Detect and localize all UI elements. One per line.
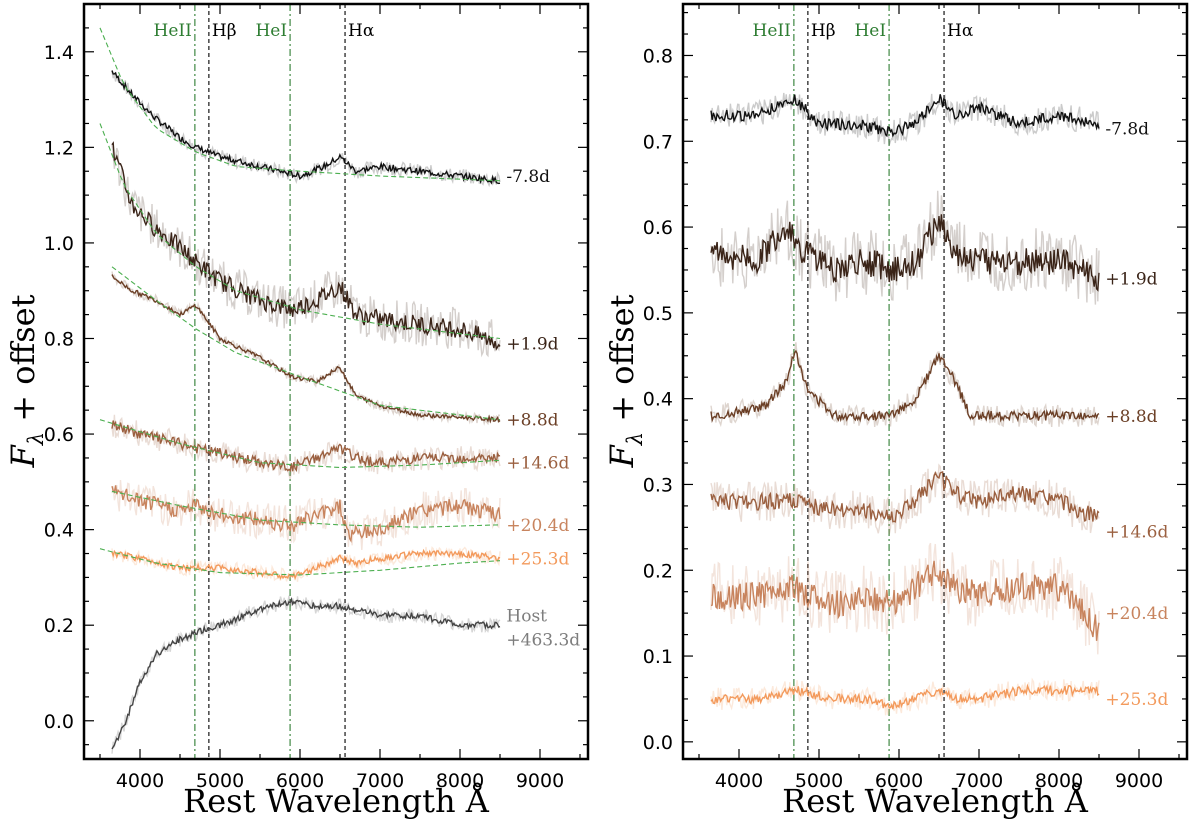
right-spectrum-0 (710, 94, 1100, 138)
left-ytick-label-2: 0.4 (44, 520, 74, 542)
left-line-label-Hβ: Hβ (212, 21, 237, 41)
right-epoch-label-2: +8.8d (1105, 407, 1157, 427)
left-epoch-label-1: +1.9d (506, 334, 558, 354)
right-spectrum-5 (710, 683, 1100, 710)
left-line-label-HeI: HeI (255, 21, 287, 41)
right-xtick-label-0: 4000 (715, 770, 763, 792)
right-ytick-label-8: 0.8 (643, 45, 673, 67)
right-ytick-label-3: 0.3 (643, 474, 673, 496)
right-spectrum-raw-3 (710, 463, 1100, 535)
right-line-label-HeII: HeII (753, 21, 791, 41)
left-spectrum-2 (111, 274, 501, 424)
left-ytick-label-5: 1.0 (44, 233, 74, 255)
left-spectrum-4 (111, 485, 501, 543)
left-epoch-label-5: +25.3d (506, 549, 569, 569)
left-x-axis-label: Rest Wavelength Å (183, 782, 490, 820)
left-ytick-label-6: 1.2 (44, 137, 74, 159)
left-ticks: 4000 5000 6000 7000 8000 9000 0.0 0.2 0.4 0.6 0.8 1… (44, 3, 588, 792)
right-spectrum-raw-2 (710, 342, 1100, 428)
left-ytick-label-0: 0.0 (44, 711, 74, 733)
left-spectrum-raw-5 (111, 546, 501, 582)
right-epoch-label-3: +14.6d (1105, 523, 1168, 543)
right-ticks: 4000 5000 6000 7000 8000 9000 0.0 0.1 0.2 0.3 0.4 0… (643, 4, 1187, 792)
left-blackbody-fit-5 (99, 548, 501, 576)
right-ytick-label-7: 0.7 (643, 131, 673, 153)
left-epoch-label-3: +14.6d (506, 454, 569, 474)
right-ytick-label-5: 0.5 (643, 303, 673, 325)
right-xtick-label-3: 7000 (955, 770, 1003, 792)
left-ytick-label-7: 1.4 (44, 42, 74, 64)
right-xtick-label-5: 9000 (1115, 770, 1163, 792)
left-spectrum-raw-2 (111, 271, 501, 426)
right-y-axis-label: Fλ + offset (603, 294, 647, 468)
right-plot-area: HeII Hβ HeI Hα -7.8d +1.9d +8.8d +14.6d +20.4d +2… (710, 4, 1168, 759)
left-xtick-label-3: 7000 (356, 770, 404, 792)
right-spectrum-3 (710, 471, 1100, 523)
left-epoch-label-7: +463.3d (506, 631, 580, 651)
left-epoch-label-0: -7.8d (506, 167, 550, 187)
right-ytick-label-4: 0.4 (643, 389, 673, 411)
left-y-label-sub: λ (24, 432, 48, 446)
right-spectrum-4 (710, 560, 1100, 641)
right-line-label-Hα: Hα (947, 21, 974, 41)
right-spectrum-2 (710, 349, 1100, 423)
left-epoch-label-6: Host (506, 607, 547, 627)
right-ytick-label-1: 0.1 (643, 646, 673, 668)
left-epoch-label-4: +20.4d (506, 516, 569, 536)
left-blackbody-fit-4 (111, 490, 501, 528)
left-epoch-label-2: +8.8d (506, 411, 558, 431)
right-epoch-label-1: +1.9d (1105, 270, 1157, 290)
left-xtick-label-1: 5000 (196, 770, 244, 792)
right-epoch-label-0: -7.8d (1105, 119, 1149, 139)
right-spectrum-1 (710, 214, 1100, 292)
right-line-label-Hβ: Hβ (811, 21, 836, 41)
left-y-label-main: F (4, 443, 42, 468)
left-xtick-label-2: 6000 (276, 770, 324, 792)
left-ytick-label-4: 0.8 (44, 328, 74, 350)
left-y-label-rest: + offset (4, 294, 42, 432)
right-y-label-main: F (603, 443, 641, 468)
left-y-axis-label: Fλ + offset (4, 294, 48, 468)
left-spectrum-3 (111, 420, 501, 473)
left-ytick-label-1: 0.2 (44, 615, 74, 637)
left-xtick-label-4: 8000 (436, 770, 484, 792)
left-spectrum-raw-6 (111, 595, 501, 754)
left-spectrum-1 (111, 141, 501, 351)
left-spectrum-raw-3 (111, 414, 501, 480)
right-epoch-label-4: +20.4d (1105, 604, 1168, 624)
left-line-label-HeII: HeII (154, 21, 192, 41)
left-panel: HeII Hβ HeI Hα -7.8d +1.9d +8.8d +14.6d +20.4d +2… (4, 2, 590, 820)
left-axes-frame (82, 2, 590, 761)
right-ytick-label-6: 0.6 (643, 217, 673, 239)
left-spectrum-0 (111, 70, 501, 185)
right-spectrum-raw-0 (710, 92, 1100, 146)
left-blackbody-fit-2 (111, 266, 501, 421)
right-xtick-label-1: 5000 (795, 770, 843, 792)
left-xtick-label-0: 4000 (116, 770, 164, 792)
left-spectrum-6 (111, 596, 501, 750)
right-panel: HeII Hβ HeI Hα -7.8d +1.9d +8.8d +14.6d +20.4d +2… (603, 2, 1189, 820)
right-xtick-label-2: 6000 (875, 770, 923, 792)
left-plot-area: HeII Hβ HeI Hα -7.8d +1.9d +8.8d +14.6d +20.4d +2… (99, 4, 580, 759)
left-blackbody-fit-3 (99, 419, 501, 469)
right-axes-frame (681, 2, 1189, 761)
right-spectrum-raw-5 (710, 677, 1100, 716)
right-ytick-label-0: 0.0 (643, 732, 673, 754)
right-spectrum-raw-4 (710, 542, 1100, 655)
right-y-label-sub: λ (623, 432, 647, 446)
right-xtick-label-4: 8000 (1035, 770, 1083, 792)
right-epoch-label-5: +25.3d (1105, 690, 1168, 710)
right-line-label-HeI: HeI (854, 21, 886, 41)
left-xtick-label-5: 9000 (516, 770, 564, 792)
right-ytick-label-2: 0.2 (643, 560, 673, 582)
left-ytick-label-3: 0.6 (44, 424, 74, 446)
left-spectrum-5 (111, 548, 501, 581)
right-y-label-rest: + offset (603, 294, 641, 432)
left-line-label-Hα: Hα (348, 21, 375, 41)
left-blackbody-fit-0 (99, 27, 501, 182)
left-blackbody-fit-1 (99, 123, 501, 340)
right-x-axis-label: Rest Wavelength Å (782, 782, 1089, 820)
